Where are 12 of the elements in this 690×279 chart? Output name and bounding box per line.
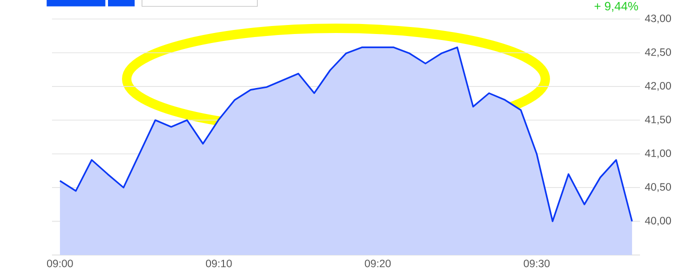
- x-tick-label: 09:00: [47, 260, 73, 268]
- text: + 9,44%: [594, 2, 638, 12]
- y-tick-label: 40,00: [644, 216, 671, 226]
- x-tick-label: 09:30: [524, 260, 550, 268]
- x-tick-label: 09:20: [364, 260, 391, 268]
- y-tick-label: 41,50: [644, 116, 671, 125]
- y-tick-label: 40,50: [644, 183, 671, 192]
- y-tick-label: 43,00: [644, 14, 671, 24]
- y-tick-label: 42,50: [644, 48, 671, 58]
- x-tick-label: 09:10: [206, 260, 232, 268]
- y-tick-label: 41,00: [644, 149, 671, 158]
- y-tick-label: 42,00: [644, 82, 671, 91]
